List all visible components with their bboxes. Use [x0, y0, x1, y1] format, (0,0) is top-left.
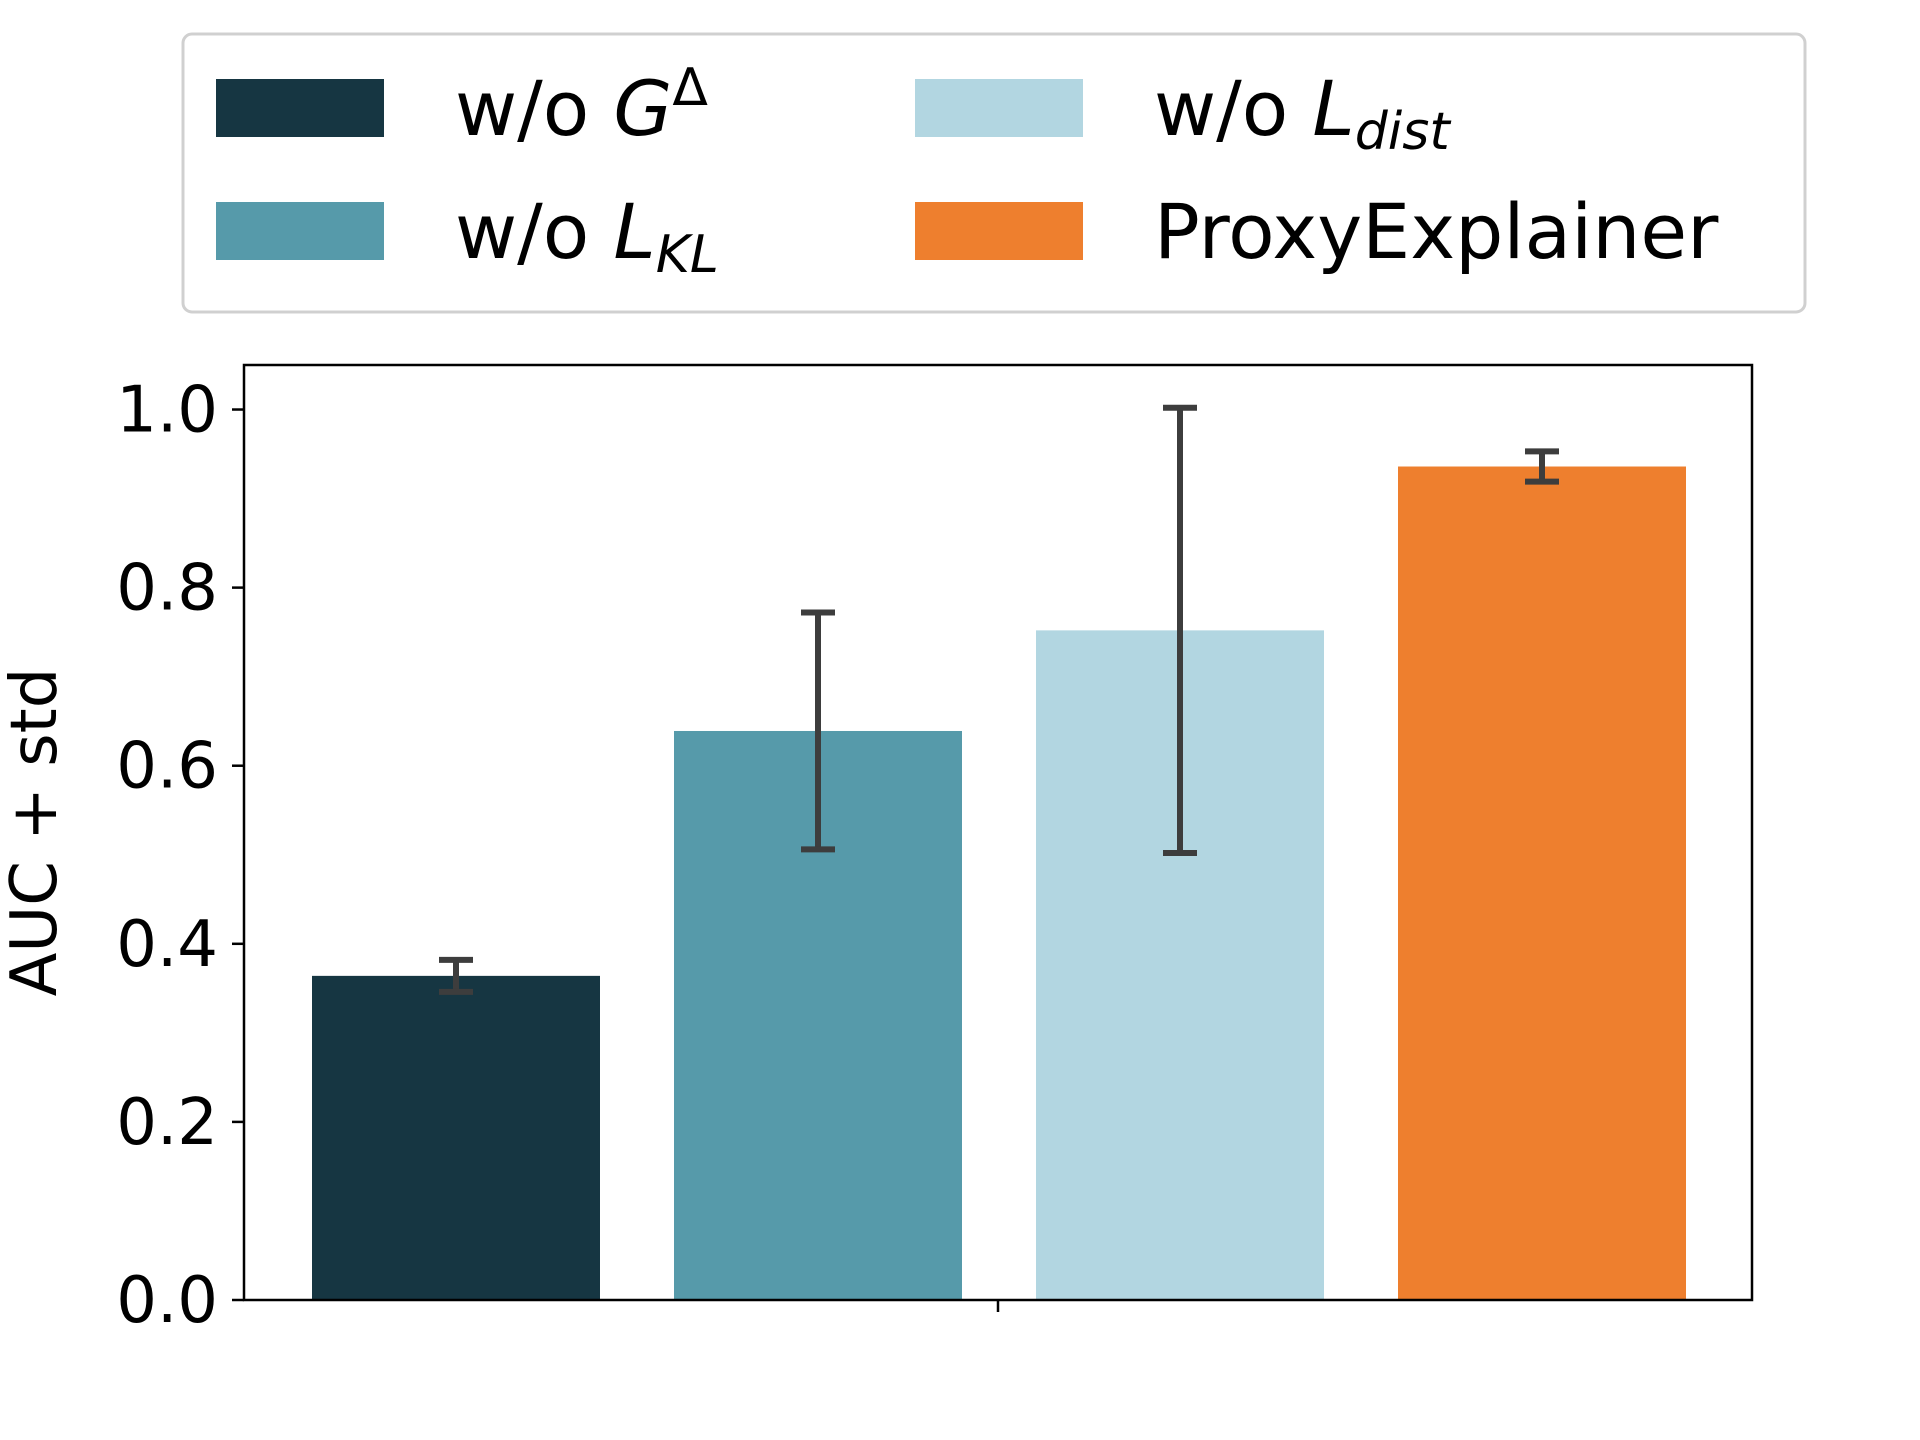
- legend-swatch-3: [915, 79, 1083, 137]
- error-bar-2: [801, 609, 835, 853]
- legend-swatch-4: [915, 202, 1083, 260]
- legend-label-3: w/o Ldist: [1154, 64, 1451, 162]
- y-tick-label: 1.0: [116, 374, 218, 448]
- y-tick-label: 0.4: [116, 908, 218, 982]
- bars: [312, 466, 1686, 1300]
- error-bar-3: [1163, 404, 1197, 856]
- bar-1: [312, 975, 600, 1300]
- error-bar-4: [1525, 448, 1559, 485]
- legend: w/o GΔ w/o LKL w/o Ldist ProxyExplainer: [181, 32, 1807, 314]
- legend-frame: [181, 32, 1807, 314]
- legend-label-4: ProxyExplainer: [1154, 187, 1719, 276]
- y-tick-label: 0.2: [116, 1086, 218, 1160]
- legend-label-2: w/o LKL: [455, 187, 719, 285]
- legend-items: w/o GΔ w/o LKL w/o Ldist ProxyExplainer: [216, 58, 1719, 285]
- legend-swatch-1: [216, 79, 384, 137]
- y-tick-label: 0.8: [116, 552, 218, 626]
- y-axis-label: AUC + std: [0, 668, 72, 997]
- error-bar-1: [439, 956, 473, 995]
- legend-label-1: w/o GΔ: [455, 58, 708, 153]
- error-bars: [439, 404, 1559, 995]
- y-tick-label: 0.6: [116, 730, 218, 804]
- y-tick-label: 0.0: [116, 1264, 218, 1338]
- legend-swatch-2: [216, 202, 384, 260]
- plot-area: 0.0 0.2 0.4 0.6 0.8 1.0: [116, 363, 1754, 1338]
- y-axis-ticks: 0.0 0.2 0.4 0.6 0.8 1.0: [116, 374, 244, 1338]
- bar-4: [1398, 466, 1686, 1300]
